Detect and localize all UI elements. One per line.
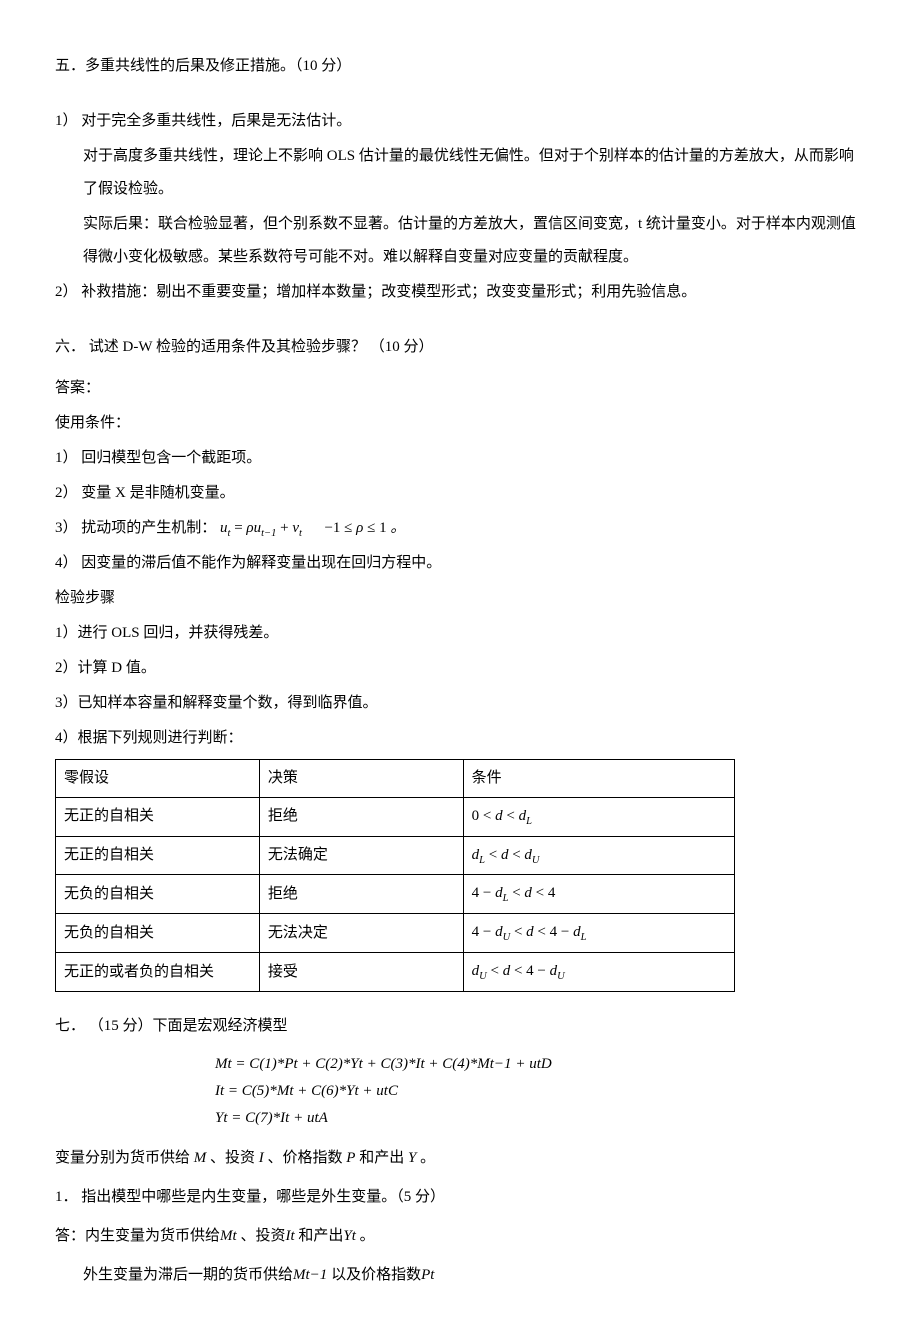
q6-steps-label: 检验步骤 bbox=[55, 582, 865, 615]
q5-item1-p2: 对于高度多重共线性，理论上不影响 OLS 估计量的最优线性无偏性。但对于个别样本… bbox=[55, 140, 865, 206]
q6-c4: 4） 因变量的滞后值不能作为解释变量出现在回归方程中。 bbox=[55, 547, 865, 580]
table-row: 无负的自相关 无法决定 4 − dU < d < 4 − dL bbox=[56, 914, 735, 953]
cell-hypothesis: 无正的或者负的自相关 bbox=[56, 953, 260, 992]
q6-c3-prefix: 3） 扰动项的产生机制： bbox=[55, 520, 216, 536]
q7-ans2: 外生变量为滞后一期的货币供给Mt−1 以及价格指数Pt bbox=[55, 1259, 865, 1292]
cell-decision: 无法确定 bbox=[259, 836, 463, 875]
q6-c3: 3） 扰动项的产生机制： ut = ρut−1 + vt −1 ≤ ρ ≤ 1 … bbox=[55, 512, 865, 545]
q6-c2: 2） 变量 X 是非随机变量。 bbox=[55, 477, 865, 510]
var-Yt: Yt bbox=[343, 1228, 356, 1244]
cell-decision: 拒绝 bbox=[259, 797, 463, 836]
th-condition: 条件 bbox=[463, 760, 735, 798]
table-row: 无负的自相关 拒绝 4 − dL < d < 4 bbox=[56, 875, 735, 914]
q7-ans1-pre: 答：内生变量为货币供给 bbox=[55, 1228, 220, 1244]
q7-ans2-mid: 以及价格指数 bbox=[331, 1267, 421, 1283]
q6-s1: 1）进行 OLS 回归，并获得残差。 bbox=[55, 617, 865, 650]
q7-ans1-end: 。 bbox=[360, 1228, 375, 1244]
cell-hypothesis: 无正的自相关 bbox=[56, 797, 260, 836]
cell-decision: 无法决定 bbox=[259, 914, 463, 953]
q7-ans1: 答：内生变量为货币供给Mt 、投资It 和产出Yt 。 bbox=[55, 1220, 865, 1253]
cell-decision: 接受 bbox=[259, 953, 463, 992]
th-decision: 决策 bbox=[259, 760, 463, 798]
th-null-hypothesis: 零假设 bbox=[56, 760, 260, 798]
cell-hypothesis: 无负的自相关 bbox=[56, 914, 260, 953]
cell-condition: 4 − dU < d < 4 − dL bbox=[463, 914, 735, 953]
cell-decision: 拒绝 bbox=[259, 875, 463, 914]
cell-condition: 0 < d < dL bbox=[463, 797, 735, 836]
var-It: It bbox=[285, 1228, 294, 1244]
cell-condition: dL < d < dU bbox=[463, 836, 735, 875]
q7-eq3: Yt = C(7)*It + utA bbox=[215, 1105, 865, 1132]
var-Mt: Mt bbox=[220, 1228, 237, 1244]
q6-s4: 4）根据下列规则进行判断： bbox=[55, 722, 865, 755]
var-M: M bbox=[194, 1150, 207, 1166]
q7-vars-line: 变量分别为货币供给 M 、投资 I 、价格指数 P 和产出 Y 。 bbox=[55, 1142, 865, 1175]
q7-ans1-mid2: 和产出 bbox=[298, 1228, 343, 1244]
q6-c1: 1） 回归模型包含一个截距项。 bbox=[55, 442, 865, 475]
q5-item2: 2） 补救措施：剔出不重要变量；增加样本数量；改变模型形式；改变变量形式；利用先… bbox=[55, 276, 865, 309]
q6-c3-formula: ut = ρut−1 + vt −1 ≤ ρ ≤ 1 。 bbox=[220, 520, 405, 536]
var-Pt: Pt bbox=[421, 1267, 434, 1283]
cell-hypothesis: 无正的自相关 bbox=[56, 836, 260, 875]
q7-eq1: Mt = C(1)*Pt + C(2)*Yt + C(3)*It + C(4)*… bbox=[215, 1051, 865, 1078]
q6-s3: 3）已知样本容量和解释变量个数，得到临界值。 bbox=[55, 687, 865, 720]
q6-cond-label: 使用条件： bbox=[55, 407, 865, 440]
table-row: 无正的或者负的自相关 接受 dU < d < 4 − dU bbox=[56, 953, 735, 992]
table-header-row: 零假设 决策 条件 bbox=[56, 760, 735, 798]
var-Mt1: Mt−1 bbox=[293, 1267, 327, 1283]
q7-ans1-mid1: 、投资 bbox=[240, 1228, 285, 1244]
cell-condition: 4 − dL < d < 4 bbox=[463, 875, 735, 914]
q6-s2: 2）计算 D 值。 bbox=[55, 652, 865, 685]
q7-vars-post: 、投资 I 、价格指数 P 和产出 Y 。 bbox=[210, 1150, 435, 1166]
q7-eq2: It = C(5)*Mt + C(6)*Yt + utC bbox=[215, 1078, 865, 1105]
q7-vars-pre: 变量分别为货币供给 bbox=[55, 1150, 190, 1166]
cell-condition: dU < d < 4 − dU bbox=[463, 953, 735, 992]
q5-item1-lead: 1） 对于完全多重共线性，后果是无法估计。 bbox=[55, 105, 865, 138]
dw-decision-table: 零假设 决策 条件 无正的自相关 拒绝 0 < d < dL 无正的自相关 无法… bbox=[55, 759, 735, 992]
q7-title: 七． （15 分）下面是宏观经济模型 bbox=[55, 1010, 865, 1043]
table-row: 无正的自相关 拒绝 0 < d < dL bbox=[56, 797, 735, 836]
q5-title: 五．多重共线性的后果及修正措施。（10 分） bbox=[55, 50, 865, 83]
q7-ans2-pre: 外生变量为滞后一期的货币供给 bbox=[83, 1267, 293, 1283]
q7-equations: Mt = C(1)*Pt + C(2)*Yt + C(3)*It + C(4)*… bbox=[55, 1051, 865, 1132]
q6-title: 六． 试述 D-W 检验的适用条件及其检验步骤？ （10 分） bbox=[55, 331, 865, 364]
q6-answer-label: 答案： bbox=[55, 372, 865, 405]
table-row: 无正的自相关 无法确定 dL < d < dU bbox=[56, 836, 735, 875]
cell-hypothesis: 无负的自相关 bbox=[56, 875, 260, 914]
q5-item1-p3: 实际后果：联合检验显著，但个别系数不显著。估计量的方差放大，置信区间变宽，t 统… bbox=[55, 208, 865, 274]
q7-sub1-title: 1． 指出模型中哪些是内生变量，哪些是外生变量。（5 分） bbox=[55, 1181, 865, 1214]
